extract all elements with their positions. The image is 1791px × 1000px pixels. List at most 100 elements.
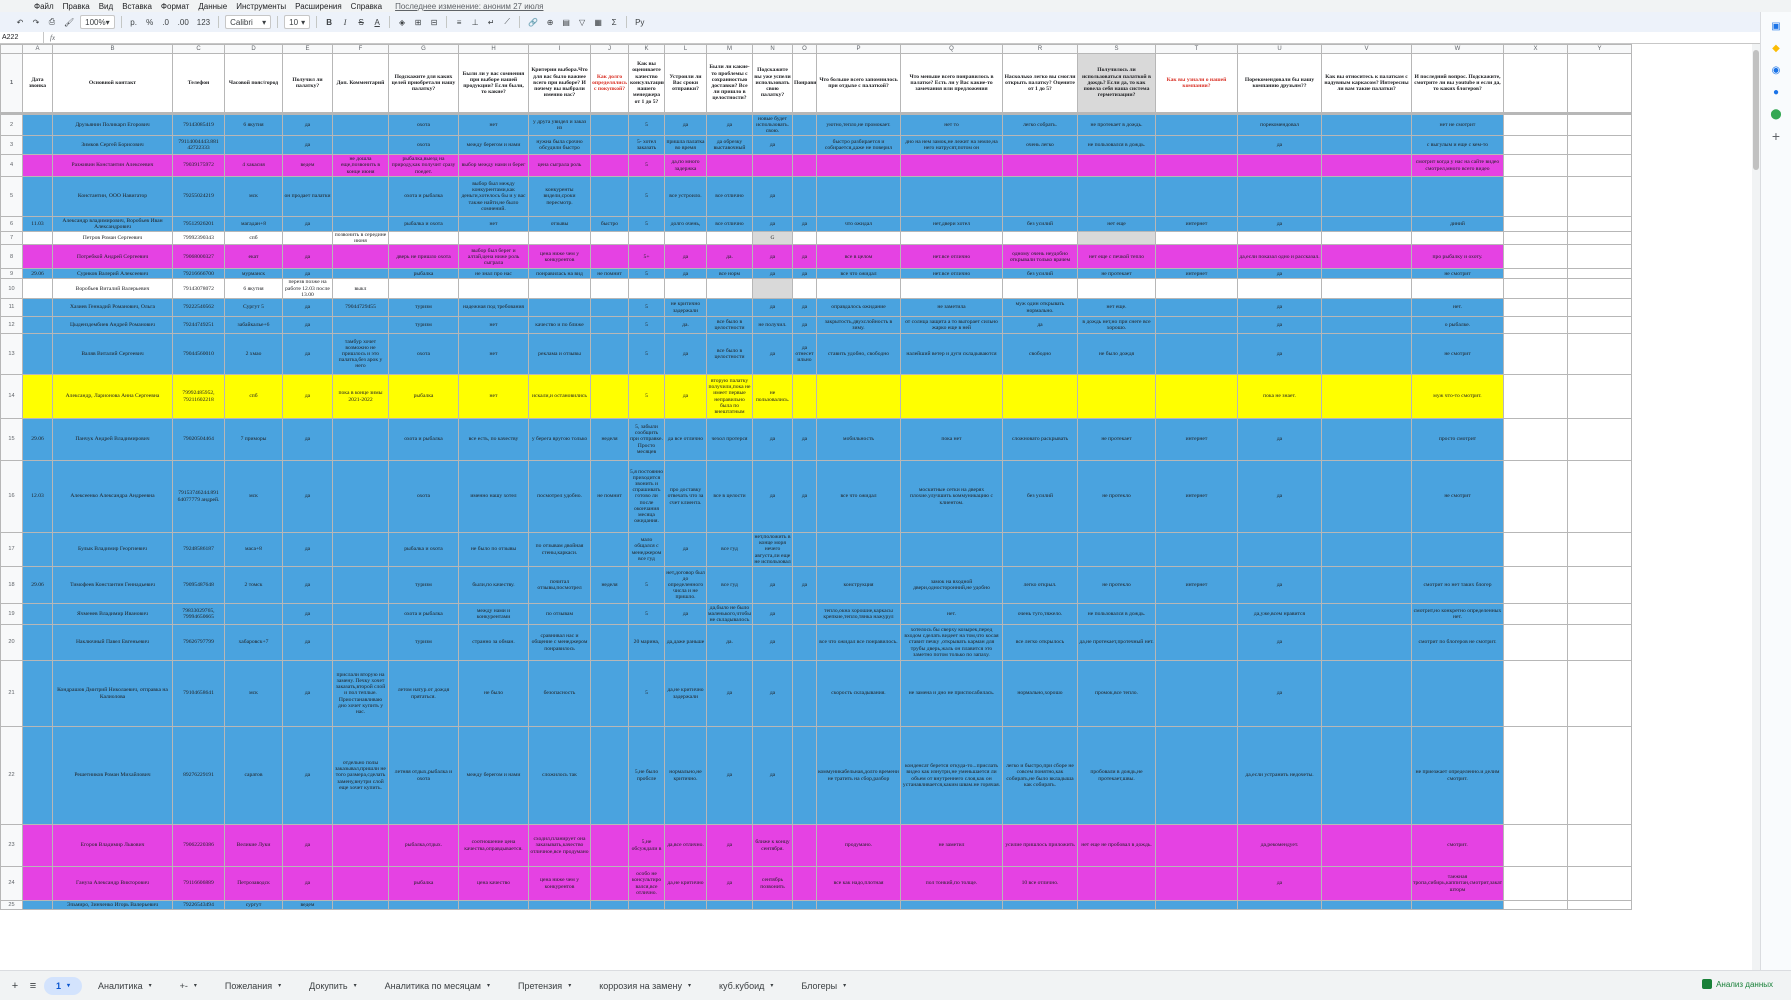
row-number[interactable]: 9 <box>0 268 23 280</box>
table-cell[interactable]: свободно <box>1002 333 1078 376</box>
table-cell[interactable] <box>1503 900 1568 911</box>
header-cell[interactable]: Понравилась <box>792 53 817 114</box>
table-cell[interactable]: нет <box>458 112 529 136</box>
table-cell[interactable] <box>1567 660 1632 728</box>
table-cell[interactable]: о рыбалке. <box>1411 316 1504 335</box>
table-cell[interactable]: да <box>664 374 707 420</box>
table-cell[interactable]: да <box>282 824 333 868</box>
keep-icon[interactable]: ◆ <box>1772 42 1780 54</box>
table-cell[interactable]: 79143085419 <box>172 112 225 136</box>
table-cell[interactable]: да <box>1237 333 1322 376</box>
header-cell[interactable]: Порекомендовали бы нашу компанию друзьям… <box>1237 53 1322 114</box>
table-cell[interactable] <box>1567 298 1632 318</box>
table-cell[interactable]: рыбалка и охота <box>388 216 459 232</box>
table-cell[interactable] <box>1002 900 1078 911</box>
table-cell[interactable]: 20 марина, <box>628 624 665 662</box>
table-cell[interactable]: прислали вторую на замену. Печку хочет з… <box>332 660 389 728</box>
table-cell[interactable]: да,даже раньше <box>664 624 707 662</box>
table-cell[interactable]: смотрит по блогеров не смотрит. <box>1411 624 1504 662</box>
table-cell[interactable]: Сургут 5 <box>224 298 283 318</box>
vertical-scrollbar[interactable] <box>1752 44 1760 970</box>
table-cell[interactable] <box>332 824 389 868</box>
table-cell[interactable]: все было в целостности <box>706 316 753 335</box>
table-cell[interactable]: да <box>1237 566 1322 605</box>
table-cell[interactable] <box>1567 374 1632 420</box>
header-cell[interactable]: Критерии выбора.Что для вас было важнее … <box>528 53 591 114</box>
table-cell[interactable]: да <box>282 866 333 902</box>
sheet-tab[interactable]: куб.кубоид ▾ <box>707 977 785 995</box>
table-cell[interactable]: да,по много задержка <box>664 154 707 177</box>
table-cell[interactable] <box>1567 244 1632 270</box>
table-cell[interactable]: продумано. <box>816 824 901 868</box>
table-cell[interactable] <box>224 135 283 155</box>
column-header[interactable]: W <box>1411 44 1504 54</box>
table-cell[interactable]: пока нет <box>900 418 1003 462</box>
table-cell[interactable]: Константин, ООО Навигатор <box>52 176 173 217</box>
table-cell[interactable] <box>590 824 629 868</box>
row-number[interactable]: 1 <box>0 53 23 114</box>
table-cell[interactable]: Решетников Роман Михайлович <box>52 726 173 826</box>
table-cell[interactable]: да <box>752 418 793 462</box>
table-cell[interactable]: нет. <box>900 603 1003 626</box>
table-cell[interactable]: не получил. <box>752 316 793 335</box>
table-cell[interactable]: выбор был между конкурентами,как деньги,… <box>458 176 529 217</box>
column-header[interactable]: Y <box>1567 44 1632 54</box>
table-cell[interactable]: что ожидал <box>816 216 901 232</box>
table-cell[interactable]: конструкция <box>816 566 901 605</box>
all-sheets-icon[interactable]: ≡ <box>29 979 37 992</box>
table-cell[interactable] <box>1237 532 1322 568</box>
table-cell[interactable]: 5 <box>628 566 665 605</box>
table-cell[interactable] <box>1321 216 1412 232</box>
table-cell[interactable]: да <box>792 298 817 318</box>
table-cell[interactable]: не смотрит <box>1411 333 1504 376</box>
table-cell[interactable]: нет еще с печкой тепло <box>1077 244 1156 270</box>
row-number[interactable]: 17 <box>0 532 23 568</box>
table-cell[interactable] <box>388 278 459 300</box>
table-cell[interactable] <box>792 603 817 626</box>
table-cell[interactable] <box>332 244 389 270</box>
row-number[interactable]: 12 <box>0 316 23 335</box>
table-cell[interactable]: интернет <box>1155 418 1238 462</box>
table-cell[interactable]: порекомендовал <box>1237 112 1322 136</box>
table-cell[interactable] <box>1567 603 1632 626</box>
table-cell[interactable] <box>1002 176 1078 217</box>
header-cell[interactable]: Телефон <box>172 53 225 114</box>
table-cell[interactable] <box>792 532 817 568</box>
table-cell[interactable]: отдельно полы заказывал,пришли не того р… <box>332 726 389 826</box>
table-cell[interactable]: да <box>282 660 333 728</box>
table-cell[interactable]: 79833029765, 79994650665 <box>172 603 225 626</box>
table-cell[interactable]: не пользовался в дождь. <box>1077 603 1156 626</box>
table-cell[interactable]: цена сыграла роль <box>528 154 591 177</box>
table-cell[interactable] <box>1503 866 1568 902</box>
header-cell[interactable]: Дата звонка <box>22 53 53 114</box>
table-cell[interactable]: да,не протекает,протечный нет. <box>1077 624 1156 662</box>
text-rotate-icon[interactable]: ⟋ <box>504 17 510 26</box>
table-cell[interactable] <box>1567 135 1632 155</box>
table-cell[interactable]: нет.все отлично <box>900 244 1003 270</box>
chevron-down-icon[interactable]: ▾ <box>486 983 490 989</box>
table-cell[interactable]: Алексеенко Александра Андреевна <box>52 460 173 534</box>
table-cell[interactable]: да <box>282 298 333 318</box>
table-cell[interactable]: легко и быстро,при сборе не совсем понят… <box>1002 726 1078 826</box>
table-cell[interactable]: по отзывам двойная стены,каркаси. <box>528 532 591 568</box>
table-cell[interactable]: по отзывам <box>528 603 591 626</box>
table-cell[interactable]: не замена и дно не приспосабилась. <box>900 660 1003 728</box>
table-cell[interactable]: магадан+8 <box>224 216 283 232</box>
table-cell[interactable]: дно на нем замок,не лежит на земле,на не… <box>900 135 1003 155</box>
table-cell[interactable]: да <box>282 135 333 155</box>
table-cell[interactable] <box>458 278 529 300</box>
table-cell[interactable] <box>900 900 1003 911</box>
header-cell[interactable]: Как вы узнали о нашей компании? <box>1155 53 1238 114</box>
table-cell[interactable] <box>1321 460 1412 534</box>
table-cell[interactable] <box>22 154 53 177</box>
tasks-icon[interactable]: ◉ <box>1771 64 1781 76</box>
table-cell[interactable] <box>1567 900 1632 911</box>
row-number[interactable]: 18 <box>0 566 23 605</box>
column-header[interactable]: V <box>1321 44 1412 54</box>
table-cell[interactable]: 29.06 <box>22 418 53 462</box>
table-cell[interactable]: маса+8 <box>224 532 283 568</box>
row-number[interactable]: 8 <box>0 244 23 270</box>
table-cell[interactable]: да <box>706 660 753 728</box>
table-cell[interactable]: да <box>282 112 333 136</box>
merge-cells-icon[interactable]: ⊟ <box>430 17 438 27</box>
